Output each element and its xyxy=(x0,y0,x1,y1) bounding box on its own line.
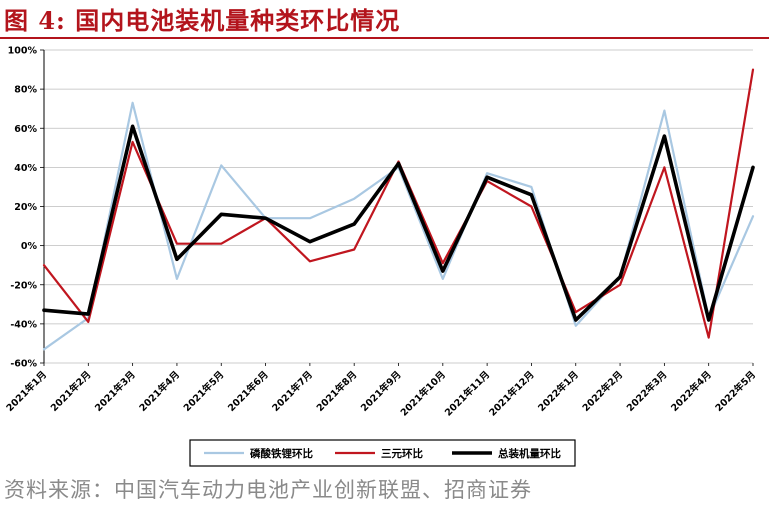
x-tick-label: 2022年3月 xyxy=(624,369,669,414)
x-tick-label: 2021年5月 xyxy=(181,369,226,414)
y-tick-label: 0% xyxy=(21,241,38,252)
x-tick-label: 2021年4月 xyxy=(137,369,182,414)
series-line-2 xyxy=(42,68,755,339)
line-chart: -60%-40%-20%0%20%40%60%80%100%2021年1月 202… xyxy=(4,46,758,467)
x-tick-label: 2021年3月 xyxy=(92,369,137,414)
legend-label-1: 磷酸铁锂环比 xyxy=(250,447,313,460)
x-tick-label: 2022年2月 xyxy=(580,369,625,414)
x-tick-label: 2021年6月 xyxy=(225,369,270,414)
y-tick-label: 60% xyxy=(14,124,37,135)
grid-layer xyxy=(44,49,753,364)
y-tick-label: 20% xyxy=(14,202,37,213)
legend: 磷酸铁锂环比 三元环比 总装机量环比 xyxy=(189,439,576,467)
x-tick-label: 2022年4月 xyxy=(669,369,714,414)
x-tick-label: 2022年1月 xyxy=(536,369,581,414)
series-line-1 xyxy=(42,101,755,351)
y-tick-label: 40% xyxy=(14,163,37,174)
legend-box xyxy=(189,439,576,467)
x-tick-label: 2022年5月 xyxy=(713,369,758,414)
x-tick-label: 2021年11月 xyxy=(442,369,492,419)
legend-label-2: 三元环比 xyxy=(381,447,423,460)
series-line-3 xyxy=(42,124,755,322)
x-tick-label: 2021年2月 xyxy=(48,369,93,414)
y-tick-label: 80% xyxy=(14,85,37,96)
x-tick-label: 2021年8月 xyxy=(314,369,359,414)
x-tick-label: 2021年12月 xyxy=(487,369,537,419)
x-tick-label: 2021年9月 xyxy=(358,369,403,414)
title-divider xyxy=(0,37,769,39)
y-tick-label: -60% xyxy=(10,359,37,370)
y-tick-label: 100% xyxy=(8,46,38,57)
x-tick-label: 2021年1月 xyxy=(4,369,49,414)
y-tick-label: -40% xyxy=(10,319,37,330)
series-layer xyxy=(42,68,755,351)
source-note: 资料来源：中国汽车动力电池产业创新联盟、招商证券 xyxy=(4,478,532,502)
x-tick-label: 2021年10月 xyxy=(398,369,448,419)
chart-title: 图 4: 国内电池装机量种类环比情况 xyxy=(4,6,401,35)
y-tick-label: -20% xyxy=(10,280,37,291)
x-tick-label: 2021年7月 xyxy=(270,369,315,414)
legend-label-3: 总装机量环比 xyxy=(498,447,561,460)
